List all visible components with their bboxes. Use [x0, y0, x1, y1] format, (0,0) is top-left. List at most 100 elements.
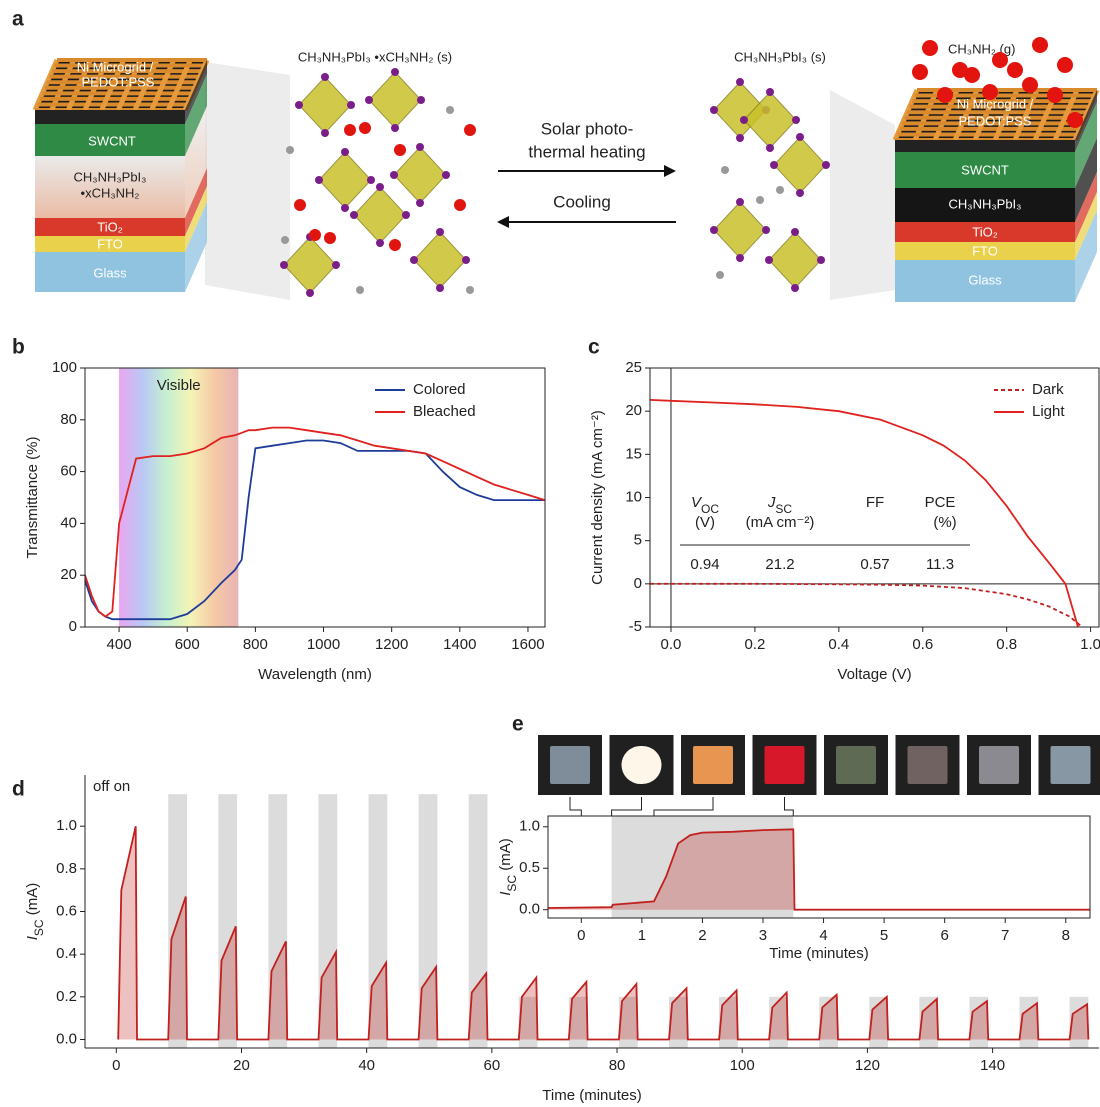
x-tick-label: 140: [980, 1057, 1005, 1074]
octahedron: [768, 231, 822, 289]
atom: [721, 166, 729, 174]
atom: [341, 148, 349, 156]
x-tick-label: 1200: [375, 636, 408, 653]
grid-wire: [32, 58, 60, 112]
x-tick-label: 1.0: [1080, 636, 1100, 653]
x-tick-label: 0.0: [661, 636, 682, 653]
x-tick-label: 0.4: [828, 636, 849, 653]
photo-center: [979, 746, 1019, 784]
layer-side: [185, 60, 207, 124]
table-unit: (V): [695, 514, 715, 531]
grid-wire: [912, 88, 940, 142]
x-tick-label: 0.2: [744, 636, 765, 653]
stack-label: TiO₂: [972, 224, 998, 239]
atom: [796, 189, 804, 197]
y-tick-label: 20: [625, 402, 642, 419]
gas: [952, 62, 968, 78]
line: [547, 828, 1090, 911]
inset-bg: [503, 811, 1100, 973]
atom: [765, 256, 773, 264]
panel-letter: d: [12, 778, 25, 801]
grid-wire: [1052, 88, 1080, 142]
atom: [710, 106, 718, 114]
table-value: 11.3: [926, 556, 954, 573]
line: [117, 826, 1090, 1041]
layer-side: [185, 202, 207, 292]
x-tick-label: 7: [1001, 927, 1009, 944]
table-header-part: V: [691, 494, 703, 511]
stack-label: Glass: [968, 272, 1002, 287]
shaded-region: [869, 996, 889, 1048]
atom: [389, 239, 401, 251]
y-tick-label: 5: [634, 532, 642, 549]
stack-label: •xCH₃NH₂: [81, 185, 140, 200]
line: [84, 426, 546, 618]
atom: [365, 96, 373, 104]
stack-label: CH₃NH₃PbI₃: [74, 169, 147, 184]
atom: [359, 122, 371, 134]
shaded-region: [268, 794, 288, 1048]
layer-side: [1075, 192, 1097, 260]
layer: [35, 252, 185, 292]
photo-center: [764, 746, 805, 784]
y-axis-label-part: (mA): [497, 838, 514, 875]
atom: [466, 286, 474, 294]
lens: [830, 90, 895, 300]
arrowhead: [497, 216, 509, 228]
atom: [315, 176, 323, 184]
y-tick-label: 15: [625, 445, 642, 462]
panel-letter: c: [588, 336, 600, 359]
y-tick-label: 0.0: [519, 901, 540, 918]
y-tick-label: 0.4: [56, 945, 77, 962]
stack-label: FTO: [972, 243, 998, 258]
area: [548, 829, 1090, 910]
x-tick-label: 80: [609, 1057, 626, 1074]
line: [650, 582, 1083, 628]
y-tick-label: -5: [629, 618, 642, 635]
atom: [294, 199, 306, 211]
x-tick-label: 1400: [443, 636, 476, 653]
atom: [710, 226, 718, 234]
table-unit: (mA cm⁻²): [746, 514, 815, 531]
gas: [1032, 37, 1048, 53]
atom: [281, 236, 289, 244]
layer: [895, 140, 1075, 152]
gas: [912, 64, 928, 80]
grid-wire: [992, 88, 1020, 142]
stack-label: PEDOT:PSS: [959, 113, 1032, 128]
panel-letter: e: [512, 713, 524, 736]
gas: [937, 87, 953, 103]
layer: [895, 260, 1075, 302]
y-axis-label-part: SC: [505, 875, 519, 892]
panel-letter: a: [12, 8, 24, 31]
shaded-region: [719, 996, 738, 1048]
atom: [442, 171, 450, 179]
visible-band: [119, 368, 239, 627]
stack-label: PEDOT:PSS: [82, 74, 155, 89]
lens: [205, 62, 290, 300]
x-tick-label: 8: [1062, 927, 1070, 944]
atom: [306, 289, 314, 297]
legend-label: Light: [1032, 403, 1065, 420]
grid-wire: [932, 88, 960, 142]
y-tick-label: 0.2: [56, 988, 77, 1005]
annotation: off on: [93, 778, 130, 795]
atom: [391, 68, 399, 76]
shaded-region: [318, 794, 338, 1048]
frame: [84, 367, 546, 628]
grid-wire: [952, 88, 980, 142]
y-tick-label: 0: [634, 575, 642, 592]
layer: [895, 152, 1075, 188]
x-tick-label: 5: [880, 927, 888, 944]
layer-side: [185, 106, 207, 218]
arrowhead: [664, 165, 676, 177]
line: [84, 439, 545, 621]
atom: [817, 256, 825, 264]
x-tick-label: 600: [175, 636, 200, 653]
table-unit: (%): [933, 514, 956, 531]
panel-a: Solar photo- thermal heating Cooling CH₃…: [32, 37, 1100, 302]
x-tick-label: 1000: [307, 636, 340, 653]
atom: [321, 73, 329, 81]
atom: [332, 261, 340, 269]
gas: [992, 52, 1008, 68]
